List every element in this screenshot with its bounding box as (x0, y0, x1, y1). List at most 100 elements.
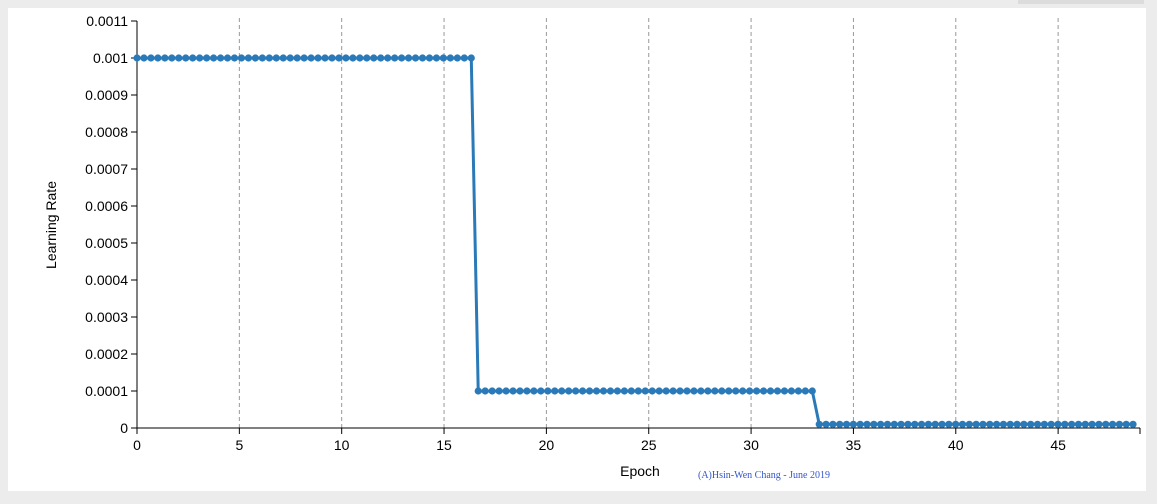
data-point (335, 54, 343, 62)
data-point (1102, 420, 1110, 428)
data-point (662, 387, 670, 395)
data-point (641, 387, 649, 395)
data-point (924, 420, 932, 428)
data-point (425, 54, 434, 62)
data-point (1054, 420, 1062, 428)
y-axis-title: Learning Rate (43, 181, 59, 269)
data-point (606, 387, 615, 395)
data-point (917, 420, 926, 428)
y-tick-label: 0.0009 (85, 87, 128, 103)
data-point (342, 54, 350, 62)
data-point (251, 54, 259, 62)
x-axis-title: Epoch (620, 463, 660, 479)
data-point (648, 387, 656, 395)
data-point (993, 420, 1001, 428)
data-point (203, 54, 211, 62)
data-point (1047, 420, 1055, 428)
data-point (718, 387, 726, 395)
data-point (945, 420, 953, 428)
grid-lines (238, 18, 1059, 428)
data-point (1033, 420, 1042, 428)
data-point (627, 387, 635, 395)
data-point (1088, 420, 1096, 428)
data-point (384, 54, 392, 62)
data-point (1115, 420, 1123, 428)
data-point (147, 54, 155, 62)
data-point (140, 54, 148, 62)
y-tick-label: 0.001 (93, 50, 128, 66)
data-point (986, 420, 994, 428)
data-point (972, 420, 980, 428)
data-point (1020, 420, 1028, 428)
data-point (1027, 420, 1035, 428)
data-point (1061, 420, 1069, 428)
data-point (965, 420, 973, 428)
x-tick-label: 15 (436, 437, 452, 453)
data-point (579, 387, 587, 395)
data-point (244, 54, 253, 62)
data-point (801, 387, 809, 395)
data-point (467, 54, 475, 62)
data-point (210, 54, 218, 62)
data-point (481, 387, 489, 395)
data-point (168, 54, 176, 62)
x-tick-label: 20 (539, 437, 555, 453)
data-point (890, 420, 898, 428)
data-point (613, 387, 622, 395)
data-point (439, 54, 448, 62)
data-point (216, 54, 225, 62)
credit-text: (A)Hsin-Wen Chang - June 2019 (698, 470, 830, 481)
x-tick-label: 30 (743, 437, 759, 453)
data-point (725, 387, 733, 395)
data-point (931, 420, 939, 428)
x-tick-label: 45 (1050, 437, 1066, 453)
series-line (137, 56, 1134, 426)
data-point (739, 387, 747, 395)
data-point (460, 54, 468, 62)
data-point (599, 387, 608, 395)
data-point (175, 54, 183, 62)
data-point (697, 387, 705, 395)
data-point (829, 420, 837, 428)
data-point (572, 387, 580, 395)
data-point (1108, 420, 1117, 428)
data-point (432, 54, 441, 62)
data-point (349, 54, 357, 62)
data-point (279, 54, 287, 62)
data-point (558, 387, 566, 395)
data-point (592, 387, 601, 395)
data-point (230, 54, 239, 62)
y-tick-label: 0.0007 (85, 161, 128, 177)
y-tick-label: 0 (120, 420, 128, 436)
data-point (822, 420, 830, 428)
axes: 0 5 10 15 20 25 30 35 40 45 0 0.0001 0.0002 0.0003 0.0… (85, 13, 1141, 453)
data-point (356, 54, 364, 62)
data-point (453, 54, 461, 62)
data-point (370, 54, 378, 62)
data-point (265, 54, 273, 62)
data-point (391, 54, 399, 62)
data-point (314, 54, 322, 62)
data-point (474, 387, 482, 395)
data-point (773, 387, 782, 395)
data-point (189, 54, 197, 62)
data-point (856, 420, 864, 428)
data-point (1095, 420, 1103, 428)
data-point (307, 54, 315, 62)
data-point (683, 387, 691, 395)
data-point (938, 420, 946, 428)
data-point (1074, 420, 1083, 428)
data-point (836, 420, 844, 428)
y-tick-label: 0.0005 (85, 235, 128, 251)
data-point (161, 54, 169, 62)
data-point (300, 54, 308, 62)
data-point (669, 387, 677, 395)
y-tick-label: 0.0008 (85, 124, 128, 140)
data-point (509, 387, 517, 395)
data-point (272, 54, 280, 62)
data-point (849, 420, 857, 428)
data-point (620, 387, 628, 395)
data-point (286, 54, 294, 62)
data-point (766, 387, 775, 395)
